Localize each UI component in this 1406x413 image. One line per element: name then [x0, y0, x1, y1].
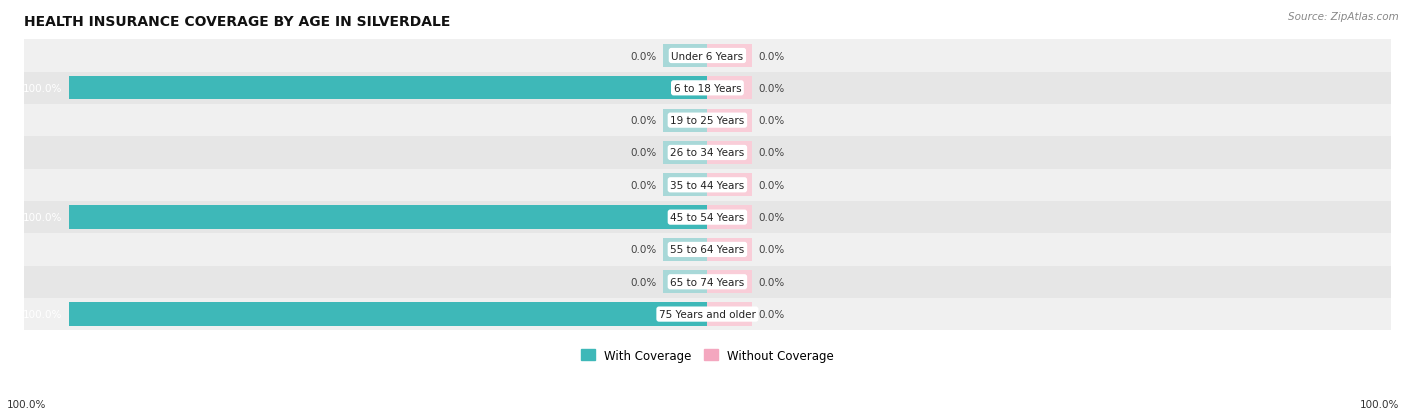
Bar — [707, 271, 752, 294]
Bar — [24, 234, 1391, 266]
Bar — [24, 202, 1391, 234]
Bar — [662, 271, 707, 294]
Text: 0.0%: 0.0% — [630, 116, 657, 126]
Text: Under 6 Years: Under 6 Years — [671, 51, 744, 62]
Text: 45 to 54 Years: 45 to 54 Years — [671, 213, 745, 223]
Text: 0.0%: 0.0% — [758, 116, 785, 126]
Bar — [707, 142, 752, 165]
Text: HEALTH INSURANCE COVERAGE BY AGE IN SILVERDALE: HEALTH INSURANCE COVERAGE BY AGE IN SILV… — [24, 15, 450, 29]
Text: 100.0%: 100.0% — [7, 399, 46, 409]
Text: 0.0%: 0.0% — [630, 180, 657, 190]
Bar — [24, 73, 1391, 105]
Bar — [707, 45, 752, 68]
Text: 0.0%: 0.0% — [630, 51, 657, 62]
Text: 100.0%: 100.0% — [22, 83, 62, 94]
Bar — [707, 174, 752, 197]
Text: 26 to 34 Years: 26 to 34 Years — [671, 148, 745, 158]
Text: 35 to 44 Years: 35 to 44 Years — [671, 180, 745, 190]
Bar — [662, 238, 707, 261]
Legend: With Coverage, Without Coverage: With Coverage, Without Coverage — [576, 344, 839, 366]
Bar — [707, 206, 752, 229]
Text: 100.0%: 100.0% — [1360, 399, 1399, 409]
Text: 65 to 74 Years: 65 to 74 Years — [671, 277, 745, 287]
Bar — [662, 109, 707, 133]
Bar — [707, 109, 752, 133]
Text: 0.0%: 0.0% — [758, 245, 785, 255]
Text: 0.0%: 0.0% — [758, 277, 785, 287]
Bar — [662, 45, 707, 68]
Text: Source: ZipAtlas.com: Source: ZipAtlas.com — [1288, 12, 1399, 22]
Text: 19 to 25 Years: 19 to 25 Years — [671, 116, 745, 126]
Text: 75 Years and older: 75 Years and older — [659, 309, 756, 319]
Text: 0.0%: 0.0% — [758, 148, 785, 158]
Text: 0.0%: 0.0% — [758, 180, 785, 190]
Bar — [24, 40, 1391, 73]
Text: 100.0%: 100.0% — [22, 309, 62, 319]
Bar — [707, 77, 752, 100]
Text: 0.0%: 0.0% — [758, 51, 785, 62]
Bar — [69, 206, 707, 229]
Text: 55 to 64 Years: 55 to 64 Years — [671, 245, 745, 255]
Text: 0.0%: 0.0% — [630, 148, 657, 158]
Text: 100.0%: 100.0% — [22, 213, 62, 223]
Text: 0.0%: 0.0% — [630, 245, 657, 255]
Text: 0.0%: 0.0% — [630, 277, 657, 287]
Bar — [69, 303, 707, 326]
Bar — [69, 77, 707, 100]
Bar — [24, 169, 1391, 202]
Bar — [662, 142, 707, 165]
Text: 0.0%: 0.0% — [758, 213, 785, 223]
Bar — [24, 105, 1391, 137]
Bar — [707, 238, 752, 261]
Text: 0.0%: 0.0% — [758, 83, 785, 94]
Bar — [662, 174, 707, 197]
Text: 0.0%: 0.0% — [758, 309, 785, 319]
Bar — [707, 303, 752, 326]
Bar — [24, 298, 1391, 330]
Bar — [24, 137, 1391, 169]
Bar — [24, 266, 1391, 298]
Text: 6 to 18 Years: 6 to 18 Years — [673, 83, 741, 94]
